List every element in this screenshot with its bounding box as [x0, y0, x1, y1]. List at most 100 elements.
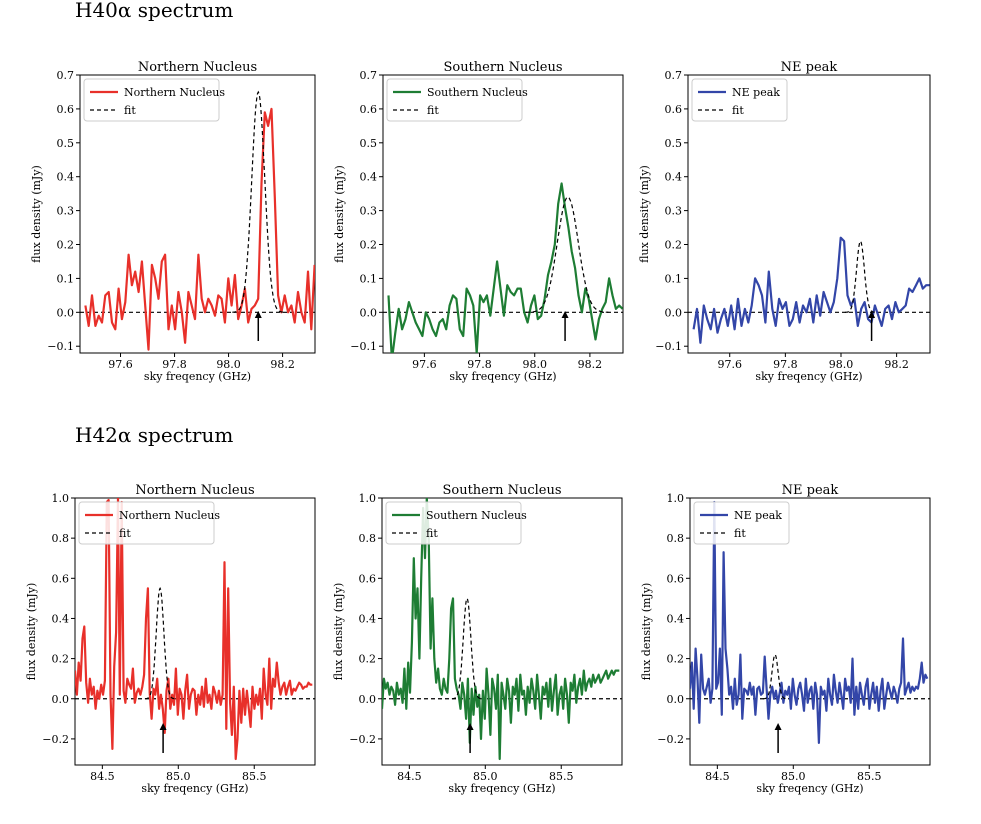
x-tick-label: 98.2 [270, 358, 295, 371]
y-tick-label: −0.1 [655, 340, 682, 353]
y-tick-label: 0.2 [57, 239, 75, 252]
y-tick-label: 0.7 [57, 69, 75, 82]
legend-series-label: Northern Nucleus [124, 86, 225, 99]
legend-box [386, 78, 523, 122]
plot-area [382, 498, 622, 761]
plot-area [688, 236, 930, 344]
x-tick-label: 97.8 [467, 358, 492, 371]
x-tick-label: 84.5 [397, 770, 422, 783]
y-tick-label: 1.0 [359, 492, 377, 505]
y-tick-label: −0.1 [350, 340, 377, 353]
fit-line [144, 586, 176, 700]
y-tick-label: 0.1 [360, 272, 378, 285]
y-tick-label: 0.0 [57, 306, 75, 319]
x-axis-label: sky freqency (GHz) [141, 782, 248, 795]
y-axis-label: flux density (mJy) [25, 583, 38, 681]
x-tick-label: 98.2 [884, 358, 909, 371]
legend-box [83, 78, 220, 122]
y-tick-label: 0.8 [52, 532, 70, 545]
fit-line [525, 196, 609, 313]
y-tick-label: 0.2 [667, 653, 685, 666]
x-tick-label: 98.0 [829, 358, 854, 371]
y-axis-label: flux density (mJy) [333, 165, 346, 263]
y-tick-label: 0.7 [360, 69, 378, 82]
x-axis-label: sky freqency (GHz) [755, 370, 862, 383]
x-tick-label: 85.0 [781, 770, 806, 783]
line-marker-arrowhead [868, 311, 876, 318]
x-tick-label: 84.5 [705, 770, 730, 783]
legend-fit-label: fit [124, 104, 136, 117]
x-tick-label: 85.0 [166, 770, 191, 783]
y-tick-label: −0.2 [42, 733, 69, 746]
line-marker-arrowhead [254, 311, 262, 318]
x-tick-label: 98.2 [578, 358, 603, 371]
x-axis-label: sky freqency (GHz) [449, 370, 556, 383]
x-tick-label: 84.5 [90, 770, 115, 783]
legend-fit-label: fit [734, 527, 746, 540]
axes-frame [74, 497, 316, 766]
x-axis-label: sky freqency (GHz) [144, 370, 251, 383]
y-tick-label: 0.6 [667, 572, 685, 585]
y-tick-label: 0.6 [359, 572, 377, 585]
y-tick-label: 0.0 [667, 693, 685, 706]
line-marker-arrowhead [466, 723, 474, 730]
line-marker-arrowhead [774, 723, 782, 730]
x-tick-label: 85.5 [857, 770, 882, 783]
legend-box [385, 501, 522, 545]
legend-fit-label: fit [427, 104, 439, 117]
y-axis-label: flux density (mJy) [640, 583, 653, 681]
data-series-line [692, 236, 930, 344]
axes-frame [79, 74, 316, 354]
y-tick-label: 0.4 [359, 612, 377, 625]
y-tick-label: 0.4 [52, 612, 70, 625]
legend-series-label: NE peak [732, 86, 780, 99]
plot-area [383, 182, 623, 353]
plot-area [80, 90, 315, 351]
y-axis-label: flux density (mJy) [30, 165, 43, 263]
y-tick-label: 0.6 [665, 103, 683, 116]
legend-fit-label: fit [119, 527, 131, 540]
x-tick-label: 98.0 [522, 358, 547, 371]
y-tick-label: −0.1 [47, 340, 74, 353]
x-tick-label: 97.6 [717, 358, 742, 371]
x-tick-label: 85.0 [473, 770, 498, 783]
y-tick-label: 0.6 [52, 572, 70, 585]
data-series-line [84, 107, 315, 351]
y-tick-label: 0.4 [57, 171, 75, 184]
axes-frame [687, 74, 931, 354]
axes-frame [381, 497, 623, 766]
y-axis-label: flux density (mJy) [332, 583, 345, 681]
chart-title: Southern Nucleus [442, 483, 561, 498]
chart-title: NE peak [782, 483, 839, 498]
chart-title: Northern Nucleus [135, 483, 254, 498]
legend-fit-label: fit [732, 104, 744, 117]
y-tick-label: −0.2 [657, 733, 684, 746]
x-tick-label: 85.5 [242, 770, 267, 783]
y-tick-label: 0.0 [359, 693, 377, 706]
y-tick-label: 0.2 [360, 239, 378, 252]
y-tick-label: 0.0 [52, 693, 70, 706]
y-tick-label: 0.3 [360, 205, 378, 218]
h40-section-title: H40α spectrum [75, 0, 234, 22]
chart-title: Southern Nucleus [443, 60, 562, 75]
x-axis-label: sky freqency (GHz) [756, 782, 863, 795]
fit-line [762, 653, 788, 700]
y-tick-label: 0.0 [665, 306, 683, 319]
chart-title: Northern Nucleus [138, 60, 257, 75]
x-tick-label: 97.8 [773, 358, 798, 371]
axes-frame [382, 74, 624, 354]
y-tick-label: 0.0 [360, 306, 378, 319]
data-series-line [75, 498, 313, 761]
plot-area [690, 500, 930, 745]
y-tick-label: 0.1 [57, 272, 75, 285]
legend-series-label: Northern Nucleus [119, 509, 220, 522]
legend-fit-label: fit [426, 527, 438, 540]
y-tick-label: 0.5 [665, 137, 683, 150]
h42-section-title: H42α spectrum [75, 423, 234, 447]
data-series-line [387, 182, 623, 353]
